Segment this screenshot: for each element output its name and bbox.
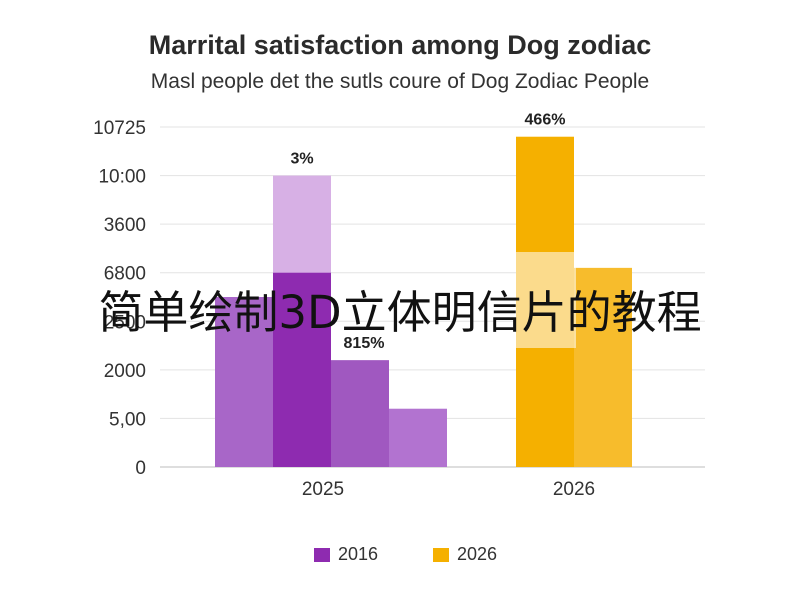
bar-highlight [516, 252, 576, 348]
overlay-caption: 简单绘制3D立体明信片的教程 [98, 286, 702, 339]
data-label: 3% [290, 151, 313, 168]
y-tick-label: 2500 [104, 312, 146, 333]
bar [574, 267, 632, 467]
chart-legend: 2016 2026 [0, 544, 800, 570]
legend-item-2016: 2016 [314, 544, 378, 565]
y-tick-label: 3600 [104, 215, 146, 236]
chart-title: Marrital satisfaction among Dog zodiac [148, 30, 652, 60]
x-tick-label: 2025 [302, 479, 344, 500]
x-tick-label: 2026 [553, 479, 595, 500]
y-tick-label: 10:00 [98, 167, 146, 188]
y-tick-label: 0 [135, 458, 146, 479]
bar [331, 360, 389, 467]
y-tick-label: 6800 [104, 264, 146, 285]
legend-swatch-2016 [314, 547, 330, 562]
data-label: 815% [344, 335, 385, 352]
y-tick-label: 10725 [93, 118, 146, 139]
legend-swatch-2026 [433, 547, 449, 562]
bar [389, 408, 447, 467]
bar [273, 272, 331, 467]
bar [215, 297, 273, 467]
chart-subtitle: Masl people det the sutls coure of Dog Z… [150, 70, 650, 93]
y-tick-label: 5,00 [109, 409, 146, 430]
data-label: 466% [525, 112, 566, 129]
y-tick-label: 2000 [104, 361, 146, 382]
legend-label-2026: 2026 [457, 544, 498, 564]
legend-item-2026: 2026 [433, 544, 497, 565]
legend-label-2016: 2016 [338, 544, 379, 564]
